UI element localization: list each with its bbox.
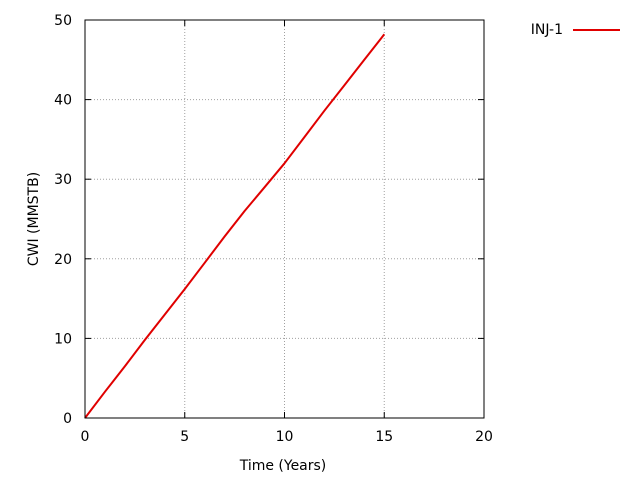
x-tick-label: 20 xyxy=(475,429,493,445)
y-tick-label: 40 xyxy=(54,93,72,109)
axis-ticks: 0 5 10 15 20 0 10 20 30 40 50 xyxy=(54,13,493,445)
y-tick-label: 50 xyxy=(54,13,72,29)
series-layer xyxy=(84,33,386,419)
y-tick-label: 20 xyxy=(54,252,72,268)
y-tick-label: 30 xyxy=(54,172,72,188)
x-tick-label: 10 xyxy=(276,429,294,445)
y-tick-label: 10 xyxy=(54,331,72,347)
x-tick-label: 15 xyxy=(375,429,393,445)
legend-label-inj-1: INJ-1 xyxy=(531,22,563,38)
x-tick-label: 5 xyxy=(180,429,189,445)
legend: INJ-1 xyxy=(531,22,620,38)
grid-lines xyxy=(85,20,484,418)
y-axis-label: CWI (MMSTB) xyxy=(26,172,42,266)
x-tick-label: 0 xyxy=(81,429,90,445)
series-line-inj-1 xyxy=(84,33,386,419)
y-tick-label: 0 xyxy=(63,411,72,427)
x-axis-label: Time (Years) xyxy=(239,458,327,474)
